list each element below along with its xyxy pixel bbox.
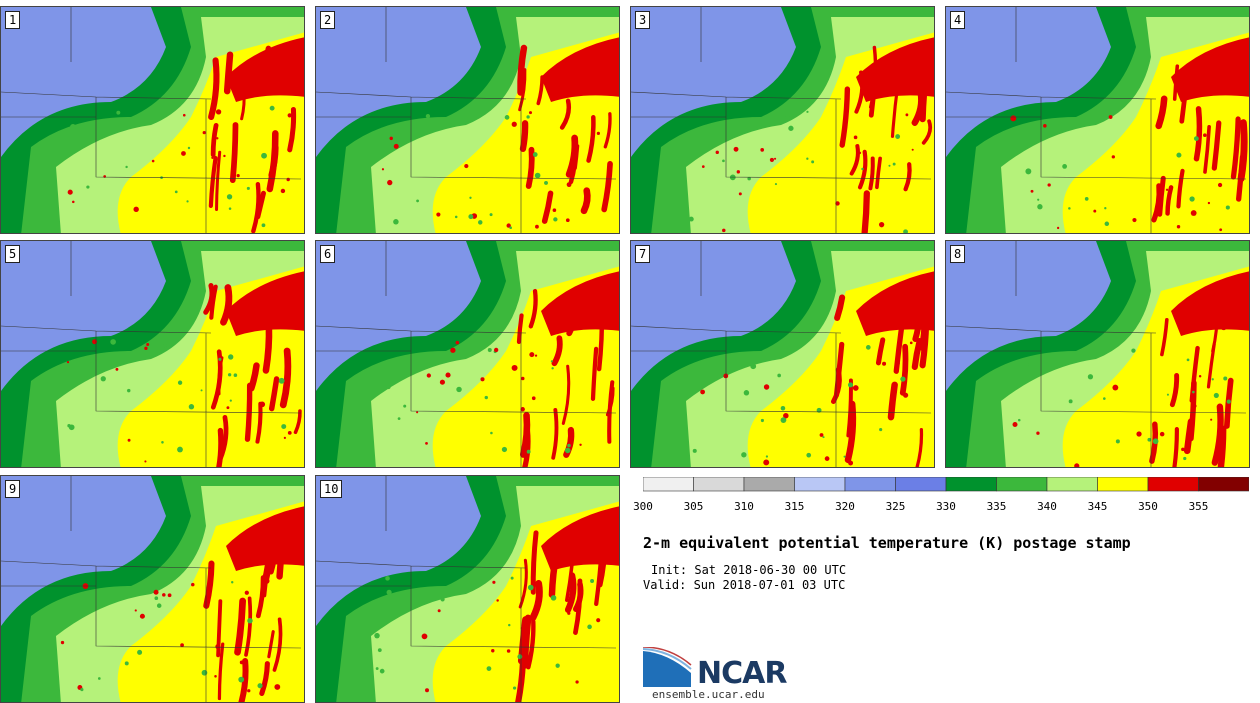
colorbar-tick-label: 305 bbox=[683, 500, 704, 513]
panel-label: 10 bbox=[320, 480, 343, 498]
theta-e-field bbox=[316, 476, 619, 702]
colorbar-bin bbox=[794, 477, 846, 492]
theta-e-field bbox=[316, 7, 619, 233]
colorbar-tick-label: 330 bbox=[936, 500, 956, 513]
panel-label: 3 bbox=[635, 11, 651, 29]
colorbar-tick-label: 355 bbox=[1188, 500, 1209, 513]
colorbar-bin bbox=[844, 477, 896, 492]
colorbar-tick-label: 315 bbox=[784, 500, 805, 513]
init-time: Init: Sat 2018-06-30 00 UTC bbox=[651, 563, 847, 577]
panel-label: 9 bbox=[5, 480, 21, 498]
colorbar-bin bbox=[693, 477, 745, 492]
member-panel-5: 5 bbox=[0, 240, 305, 468]
colorbar-bin bbox=[643, 477, 694, 492]
colorbar-bin bbox=[743, 477, 795, 492]
theta-e-field bbox=[631, 7, 934, 233]
logo-url: ensemble.ucar.edu bbox=[652, 688, 765, 701]
member-panel-9: 9 bbox=[0, 475, 305, 703]
colorbar-tick-label: 310 bbox=[734, 500, 754, 513]
colorbar-bin bbox=[1097, 477, 1149, 492]
colorbar-tick-label: 345 bbox=[1087, 500, 1108, 513]
theta-e-field bbox=[946, 7, 1249, 233]
colorbar-tick-label: 325 bbox=[885, 500, 906, 513]
panel-label: 2 bbox=[320, 11, 336, 29]
colorbar bbox=[643, 477, 1249, 492]
colorbar-bin bbox=[945, 477, 997, 492]
member-panel-7: 7 bbox=[630, 240, 935, 468]
theta-e-field bbox=[1, 476, 304, 702]
panel-label: 1 bbox=[5, 11, 21, 29]
member-panel-10: 10 bbox=[315, 475, 620, 703]
member-panel-8: 8 bbox=[945, 240, 1250, 468]
panel-label: 7 bbox=[635, 245, 651, 263]
theta-e-field bbox=[1, 7, 304, 233]
colorbar-tick-label: 300 bbox=[633, 500, 653, 513]
ncar-logo-mark bbox=[643, 647, 692, 687]
colorbar-bin bbox=[1046, 477, 1098, 492]
member-panel-2: 2 bbox=[315, 6, 620, 234]
colorbar-tick-label: 320 bbox=[835, 500, 855, 513]
panel-label: 5 bbox=[5, 245, 21, 263]
panel-label: 4 bbox=[950, 11, 966, 29]
theta-e-field bbox=[946, 241, 1249, 467]
member-panel-4: 4 bbox=[945, 6, 1250, 234]
theta-e-field bbox=[316, 241, 619, 467]
member-panel-3: 3 bbox=[630, 6, 935, 234]
colorbar-tick-label: 335 bbox=[986, 500, 1007, 513]
member-panel-1: 1 bbox=[0, 6, 305, 234]
panel-label: 8 bbox=[950, 245, 966, 263]
colorbar-tick-label: 340 bbox=[1037, 500, 1057, 513]
theta-e-field bbox=[631, 241, 934, 467]
theta-e-field bbox=[1, 241, 304, 467]
ncar-logo-text: NCAR bbox=[697, 656, 787, 691]
member-panel-6: 6 bbox=[315, 240, 620, 468]
plot-title: 2-m equivalent potential temperature (K)… bbox=[643, 534, 1131, 552]
colorbar-tick-label: 350 bbox=[1138, 500, 1158, 513]
colorbar-bin bbox=[1147, 477, 1199, 492]
valid-time: Valid: Sun 2018-07-01 03 UTC bbox=[643, 578, 846, 592]
colorbar-bin bbox=[895, 477, 947, 492]
panel-label: 6 bbox=[320, 245, 336, 263]
colorbar-bin bbox=[1198, 477, 1249, 492]
colorbar-bin bbox=[996, 477, 1048, 492]
